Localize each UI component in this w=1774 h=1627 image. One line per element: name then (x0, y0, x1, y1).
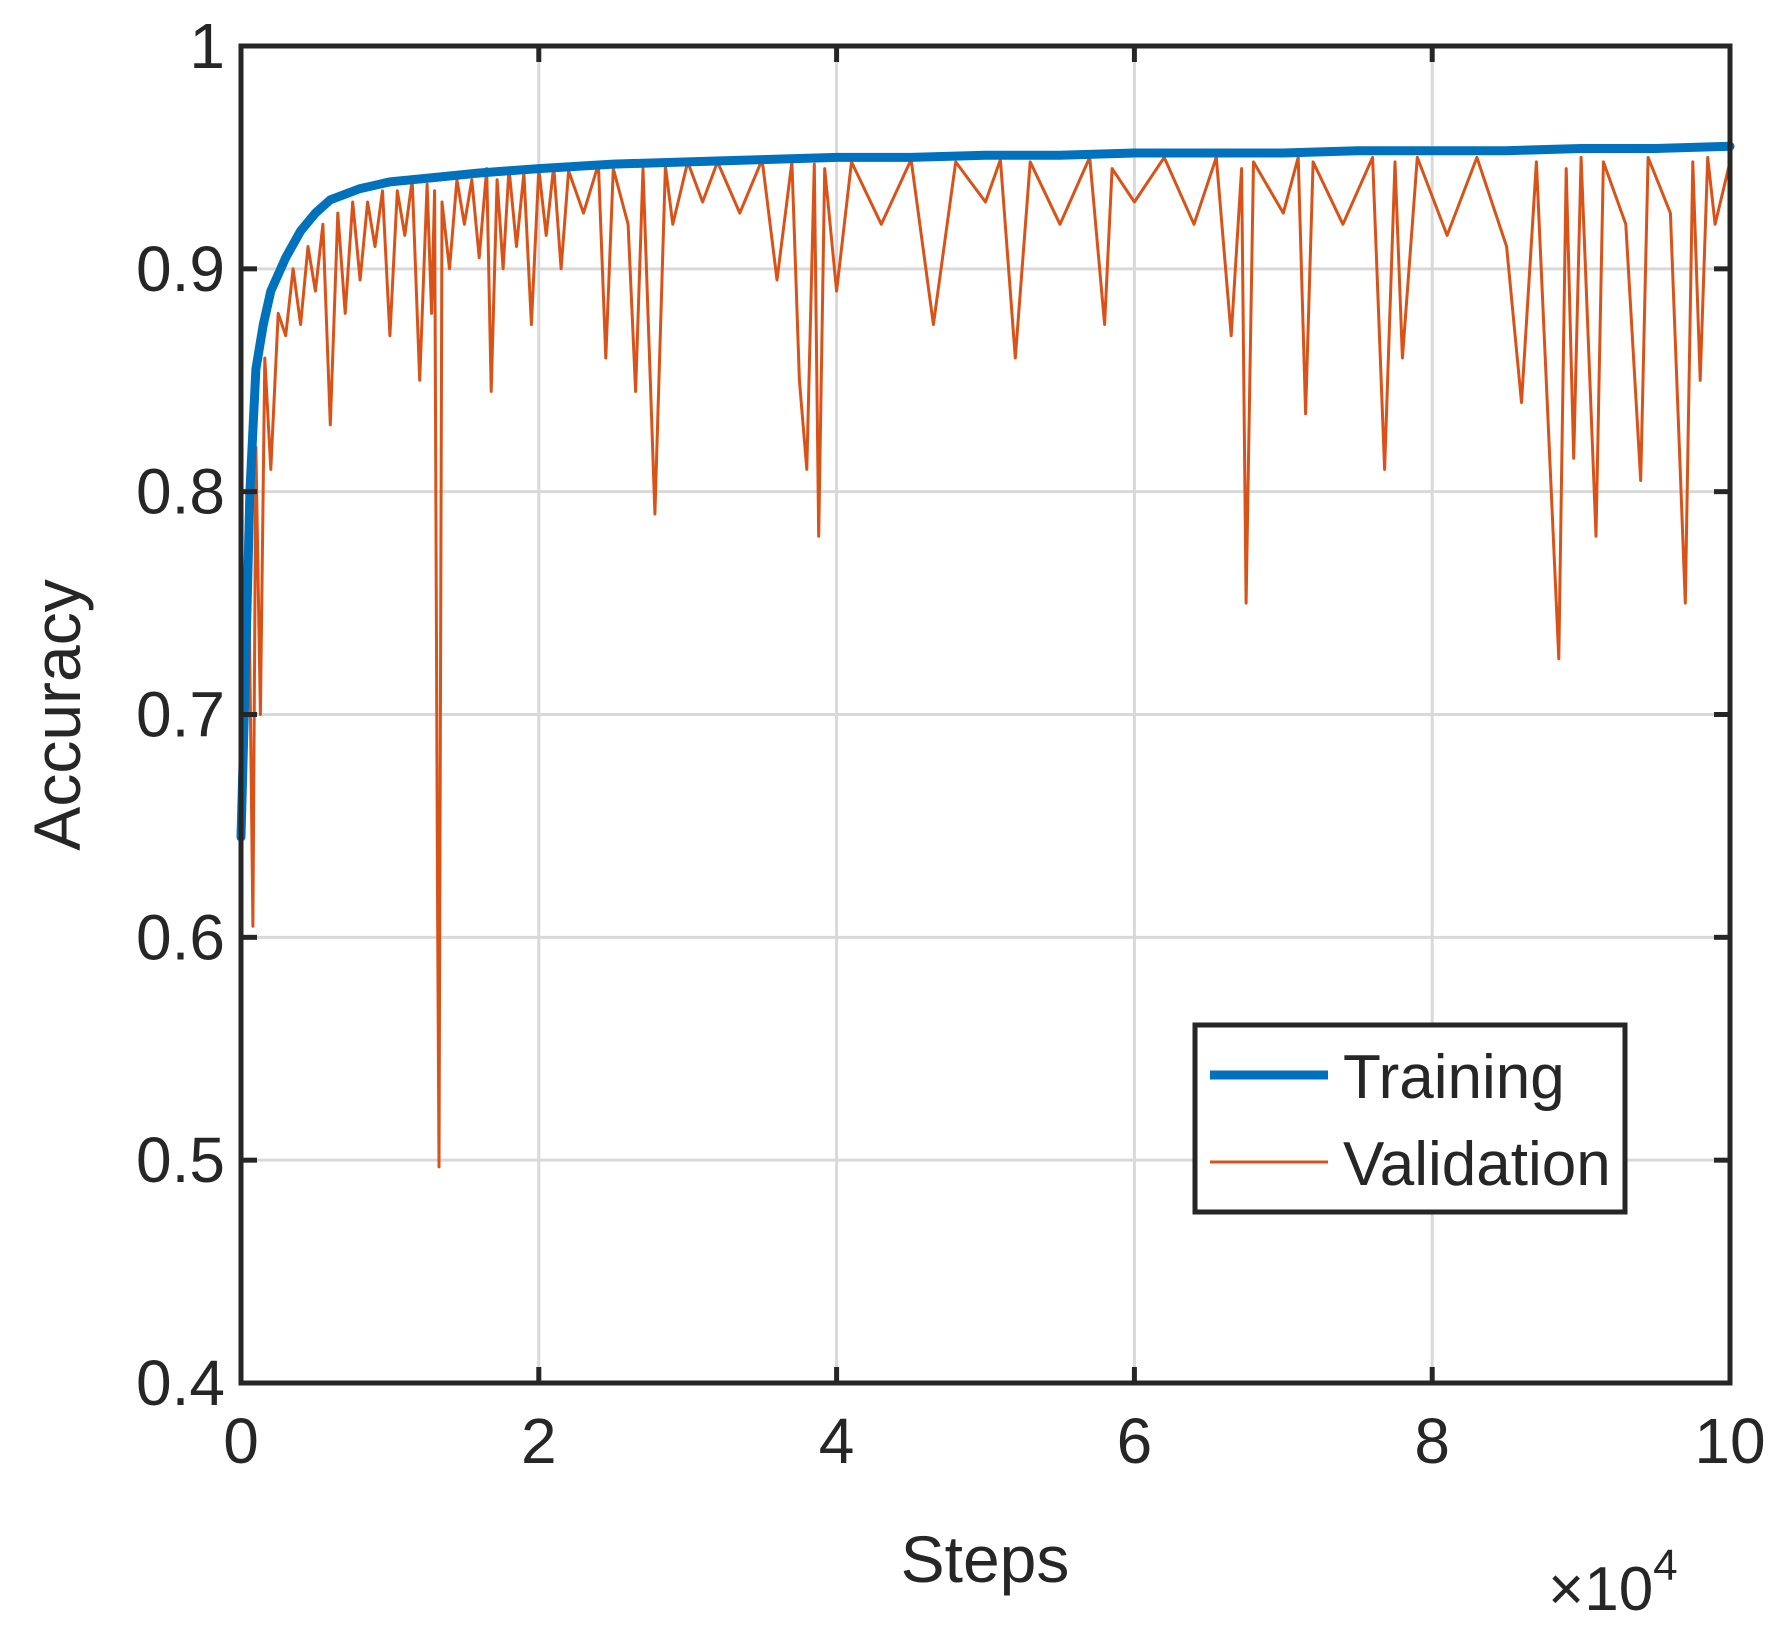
x-multiplier-label: ×104 (1548, 1541, 1678, 1624)
x-tick-label: 10 (1694, 1405, 1765, 1477)
x-multiplier-base: ×10 (1548, 1555, 1653, 1624)
legend: Training Validation (1192, 1022, 1628, 1215)
x-tick-label: 2 (521, 1405, 557, 1477)
x-tick-label: 8 (1414, 1405, 1450, 1477)
x-tick-label: 4 (819, 1405, 855, 1477)
grid (241, 46, 1730, 1383)
legend-box (1192, 1022, 1628, 1215)
y-tick-label: 1 (189, 10, 225, 82)
y-tick-label: 0.7 (136, 679, 225, 751)
series-line-training (236, 141, 1735, 842)
x-multiplier-exponent: 4 (1653, 1541, 1677, 1590)
x-tick-label: 6 (1117, 1405, 1153, 1477)
y-tick-label: 0.4 (136, 1347, 225, 1419)
y-axis-title: Accuracy (20, 579, 94, 850)
tick-labels: 0 2 4 6 8 10 0.4 0.5 0.6 0.7 0.8 0.9 1 (136, 10, 1766, 1477)
y-tick-label: 0.5 (136, 1124, 225, 1196)
y-tick-label: 0.8 (136, 456, 225, 528)
x-tick-label: 0 (223, 1405, 259, 1477)
series-line-validation (239, 155, 1732, 1169)
y-tick-label: 0.9 (136, 233, 225, 305)
legend-label-validation: Validation (1343, 1130, 1611, 1199)
y-tick-label: 0.6 (136, 901, 225, 973)
legend-label-training: Training (1343, 1043, 1565, 1112)
series-layer (236, 141, 1735, 1169)
x-axis-title: Steps (901, 1522, 1070, 1596)
axis-ticks (238, 43, 1733, 1386)
